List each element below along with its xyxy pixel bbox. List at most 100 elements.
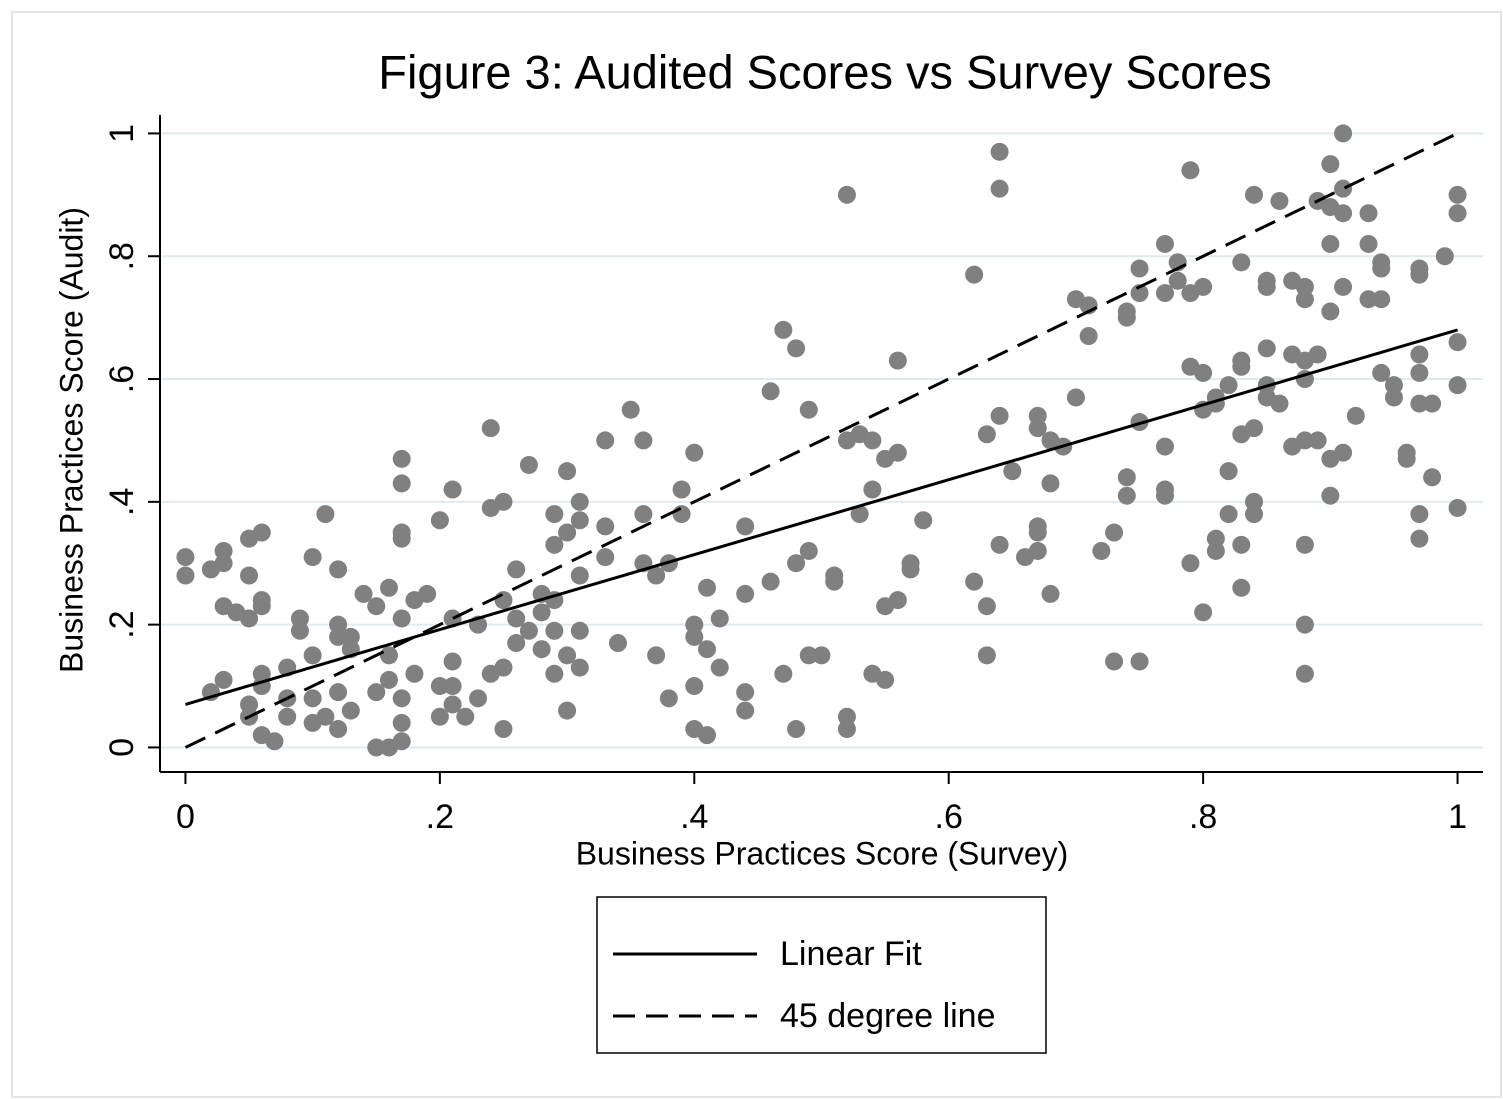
scatter-point [787, 554, 806, 573]
scatter-point [392, 474, 411, 493]
scatter-point [672, 505, 691, 524]
scatter-point [850, 505, 869, 524]
scatter-point [1410, 529, 1429, 548]
scatter-point [888, 351, 907, 370]
scatter-point [977, 425, 996, 444]
scatter-point [1155, 284, 1174, 303]
scatter-point [1117, 486, 1136, 505]
scatter-point [698, 640, 717, 659]
scatter-point [265, 732, 284, 751]
scatter-point [863, 480, 882, 499]
scatter-point [443, 652, 462, 671]
scatter-point [1321, 155, 1340, 174]
scatter-point [1423, 394, 1442, 413]
scatter-point [965, 265, 984, 284]
scatter-point [1130, 652, 1149, 671]
scatter-point [570, 492, 589, 511]
scatter-point [647, 566, 666, 585]
scatter-point [1245, 492, 1264, 511]
scatter-point [1270, 191, 1289, 210]
scatter-point [901, 560, 920, 579]
scatter-point [837, 720, 856, 739]
scatter-point [570, 566, 589, 585]
scatter-point [1181, 554, 1200, 573]
scatter-point [1257, 277, 1276, 296]
scatter-point [430, 707, 449, 726]
scatter-point [303, 646, 322, 665]
scatter-point [1346, 406, 1365, 425]
scatter-point [494, 492, 513, 511]
line [184, 132, 1459, 749]
scatter-point [1232, 578, 1251, 597]
scatter-point [1219, 376, 1238, 395]
y-tick-label: 0 [103, 738, 141, 757]
scatter-point [430, 677, 449, 696]
scatter-point [736, 683, 755, 702]
scatter-point [469, 689, 488, 708]
scatter-point [456, 707, 475, 726]
scatter-point [1372, 363, 1391, 382]
scatter-point [761, 382, 780, 401]
scatter-point [379, 670, 398, 689]
scatter-point [685, 677, 704, 696]
scatter-point [443, 677, 462, 696]
scatter-point [329, 627, 348, 646]
y-axis-label: Business Practices Score (Audit) [53, 207, 89, 673]
x-tick-label: 0 [176, 798, 195, 836]
scatter-point [1435, 247, 1454, 266]
scatter-point [532, 640, 551, 659]
scatter-point [240, 609, 259, 628]
scatter-point [787, 339, 806, 358]
scatter-point [1295, 290, 1314, 309]
scatter-point [1334, 124, 1353, 143]
scatter-point [290, 609, 309, 628]
scatter-point [507, 634, 526, 653]
scatter-point [1003, 462, 1022, 481]
scatter-point [914, 511, 933, 530]
x-tick-label: .8 [1189, 798, 1217, 836]
scatter-point [1028, 419, 1047, 438]
scatter-point [1397, 449, 1416, 468]
scatter-point [710, 658, 729, 677]
scatter-point [1321, 486, 1340, 505]
y-tick-label: .8 [103, 242, 141, 270]
scatter-point [570, 511, 589, 530]
scatter-point [1155, 437, 1174, 456]
scatter-point [1295, 615, 1314, 634]
scatter-point [634, 505, 653, 524]
scatter-point [392, 732, 411, 751]
y-tick-label: 1 [103, 124, 141, 143]
chart-title: Figure 3: Audited Scores vs Survey Score… [378, 45, 1271, 98]
scatter-point [990, 179, 1009, 198]
scatter-point [977, 646, 996, 665]
scatter-point [507, 609, 526, 628]
scatter-point [685, 627, 704, 646]
scatter-point [1028, 523, 1047, 542]
scatter-point [379, 646, 398, 665]
scatter-point [240, 695, 259, 714]
scatter-point [1334, 204, 1353, 223]
scatter-point [1232, 253, 1251, 272]
scatter-point [507, 560, 526, 579]
scatter-point [685, 443, 704, 462]
x-tick-label: .6 [935, 798, 963, 836]
scatter-point [1194, 277, 1213, 296]
scatter-point [519, 455, 538, 474]
scatter-point [252, 523, 271, 542]
scatter-point [1423, 468, 1442, 487]
scatter-point [1359, 204, 1378, 223]
scatter-point [799, 646, 818, 665]
scatter-point [1232, 535, 1251, 554]
scatter-point [672, 480, 691, 499]
scatter-point [1066, 388, 1085, 407]
scatter-point [1117, 308, 1136, 327]
scatter-point [481, 419, 500, 438]
scatter-point [430, 511, 449, 530]
scatter-point [494, 658, 513, 677]
scatter-point [1117, 468, 1136, 487]
scatter-point [888, 591, 907, 610]
scatter-point [392, 529, 411, 548]
scatter-point [634, 431, 653, 450]
scatter-point [659, 689, 678, 708]
